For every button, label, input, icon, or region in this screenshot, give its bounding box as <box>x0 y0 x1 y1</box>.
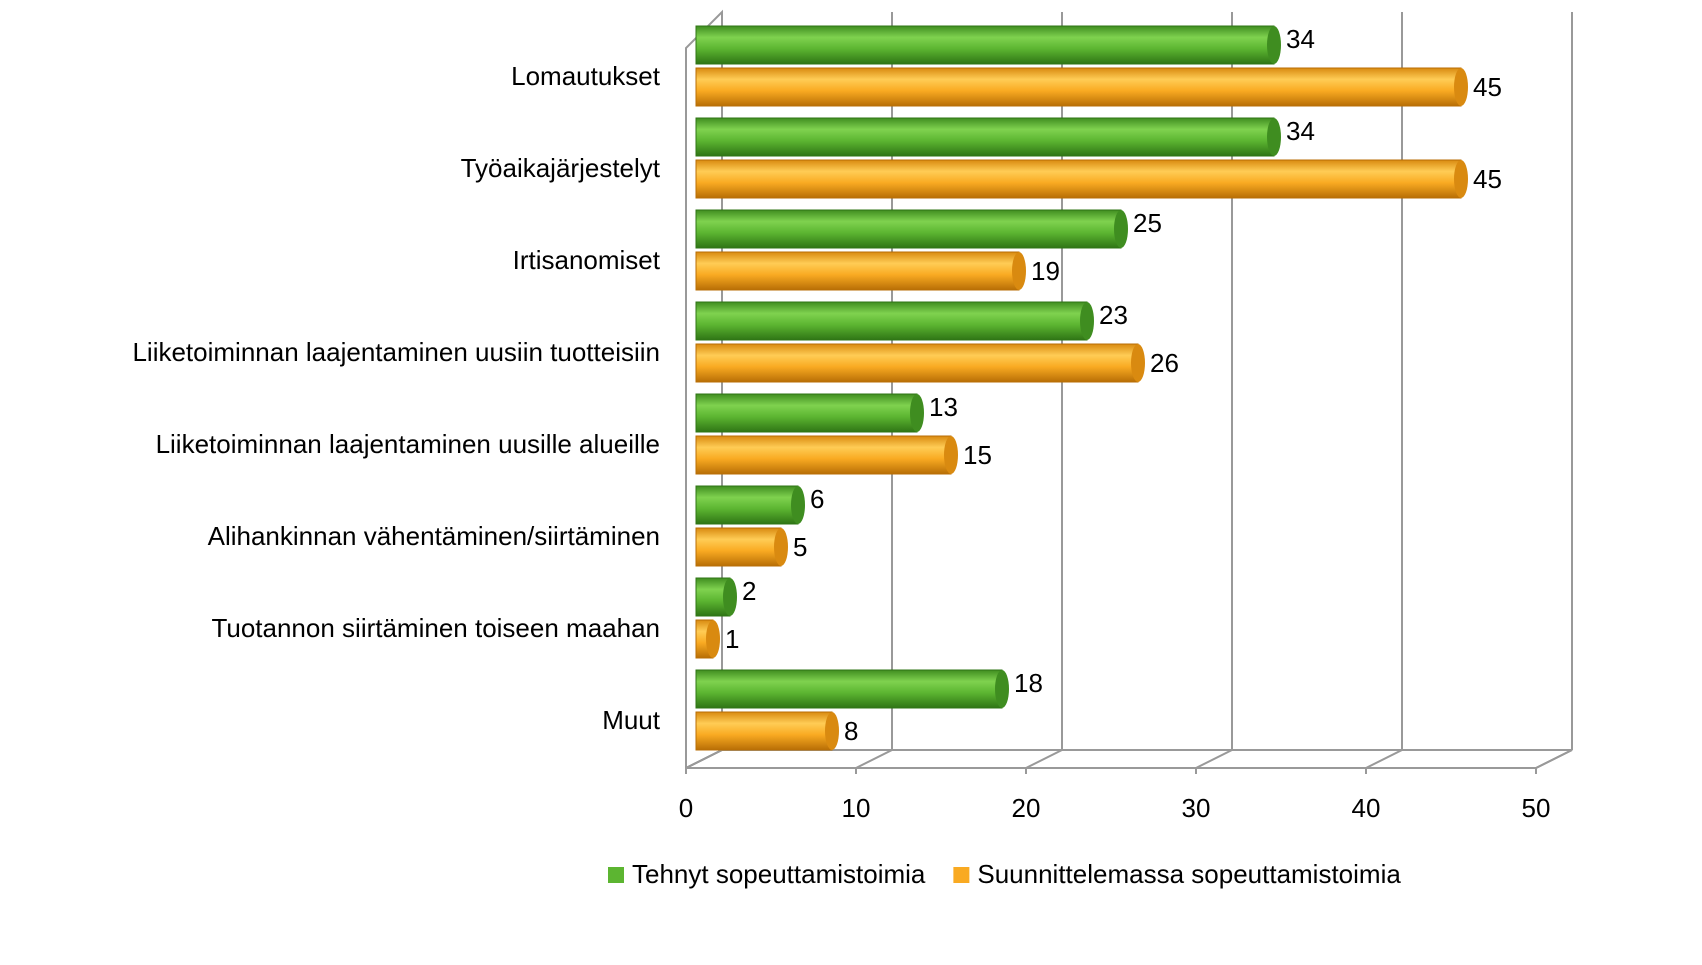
bar-cap <box>995 670 1009 708</box>
bar-cap <box>774 528 788 566</box>
bar-cap <box>1012 252 1026 290</box>
floor-grid-line <box>1025 749 1063 769</box>
bar-cap <box>1454 68 1468 106</box>
floor-grid-line <box>1195 749 1233 769</box>
bar <box>695 343 1139 383</box>
bar <box>695 527 782 567</box>
floor-grid-line <box>855 749 893 769</box>
bar <box>695 25 1275 65</box>
floor-grid-line <box>1535 749 1573 769</box>
bar-cap <box>1131 344 1145 382</box>
x-tick-label: 30 <box>1182 793 1211 823</box>
y-tick-label: Tuotannon siirtäminen toiseen maahan <box>211 613 660 643</box>
data-label: 25 <box>1133 208 1162 238</box>
bar-cap <box>1114 210 1128 248</box>
x-tick-label: 50 <box>1522 793 1551 823</box>
data-label: 45 <box>1473 164 1502 194</box>
bar <box>695 393 918 433</box>
data-label: 13 <box>929 392 958 422</box>
x-tick-label: 10 <box>842 793 871 823</box>
bar <box>695 669 1003 709</box>
floor-grid-line <box>685 749 723 769</box>
bar-cap <box>1080 302 1094 340</box>
legend-swatch <box>953 867 970 883</box>
data-label: 15 <box>963 440 992 470</box>
data-label: 34 <box>1286 24 1315 54</box>
legend-swatch <box>608 867 624 883</box>
bar-cap <box>1454 160 1468 198</box>
bar-cap <box>1267 26 1281 64</box>
bar-cap <box>910 394 924 432</box>
bar-cap <box>944 436 958 474</box>
data-label: 1 <box>725 624 739 654</box>
y-tick-label: Muut <box>602 705 661 735</box>
bar <box>695 117 1275 157</box>
data-label: 18 <box>1014 668 1043 698</box>
data-label: 8 <box>844 716 858 746</box>
bar <box>695 435 952 475</box>
y-tick-label: Liiketoiminnan laajentaminen uusille alu… <box>156 429 660 459</box>
y-tick-label: Lomautukset <box>511 61 661 91</box>
bar <box>695 67 1462 107</box>
y-tick-label: Irtisanomiset <box>513 245 661 275</box>
bar-cap <box>706 620 720 658</box>
bar-cap <box>723 578 737 616</box>
bar <box>695 159 1462 199</box>
data-label: 23 <box>1099 300 1128 330</box>
bar <box>695 485 799 525</box>
data-label: 45 <box>1473 72 1502 102</box>
y-tick-label: Liiketoiminnan laajentaminen uusiin tuot… <box>132 337 660 367</box>
data-label: 19 <box>1031 256 1060 286</box>
bar <box>695 711 833 751</box>
bar-cap <box>1267 118 1281 156</box>
x-tick-label: 20 <box>1012 793 1041 823</box>
floor-grid-line <box>1365 749 1403 769</box>
floor <box>685 749 1573 769</box>
legend-label: Tehnyt sopeuttamistoimia <box>632 859 926 889</box>
bar <box>695 301 1088 341</box>
bar <box>695 251 1020 291</box>
data-label: 34 <box>1286 116 1315 146</box>
bar-cap <box>791 486 805 524</box>
legend-label: Suunnittelemassa sopeuttamistoimia <box>977 859 1401 889</box>
x-tick-label: 0 <box>679 793 693 823</box>
data-label: 2 <box>742 576 756 606</box>
data-label: 6 <box>810 484 824 514</box>
x-tick-label: 40 <box>1352 793 1381 823</box>
data-label: 5 <box>793 532 807 562</box>
data-label: 26 <box>1150 348 1179 378</box>
bar-cap <box>825 712 839 750</box>
y-tick-label: Työaikajärjestelyt <box>461 153 661 183</box>
y-tick-label: Alihankinnan vähentäminen/siirtäminen <box>208 521 660 551</box>
bar <box>695 209 1122 249</box>
